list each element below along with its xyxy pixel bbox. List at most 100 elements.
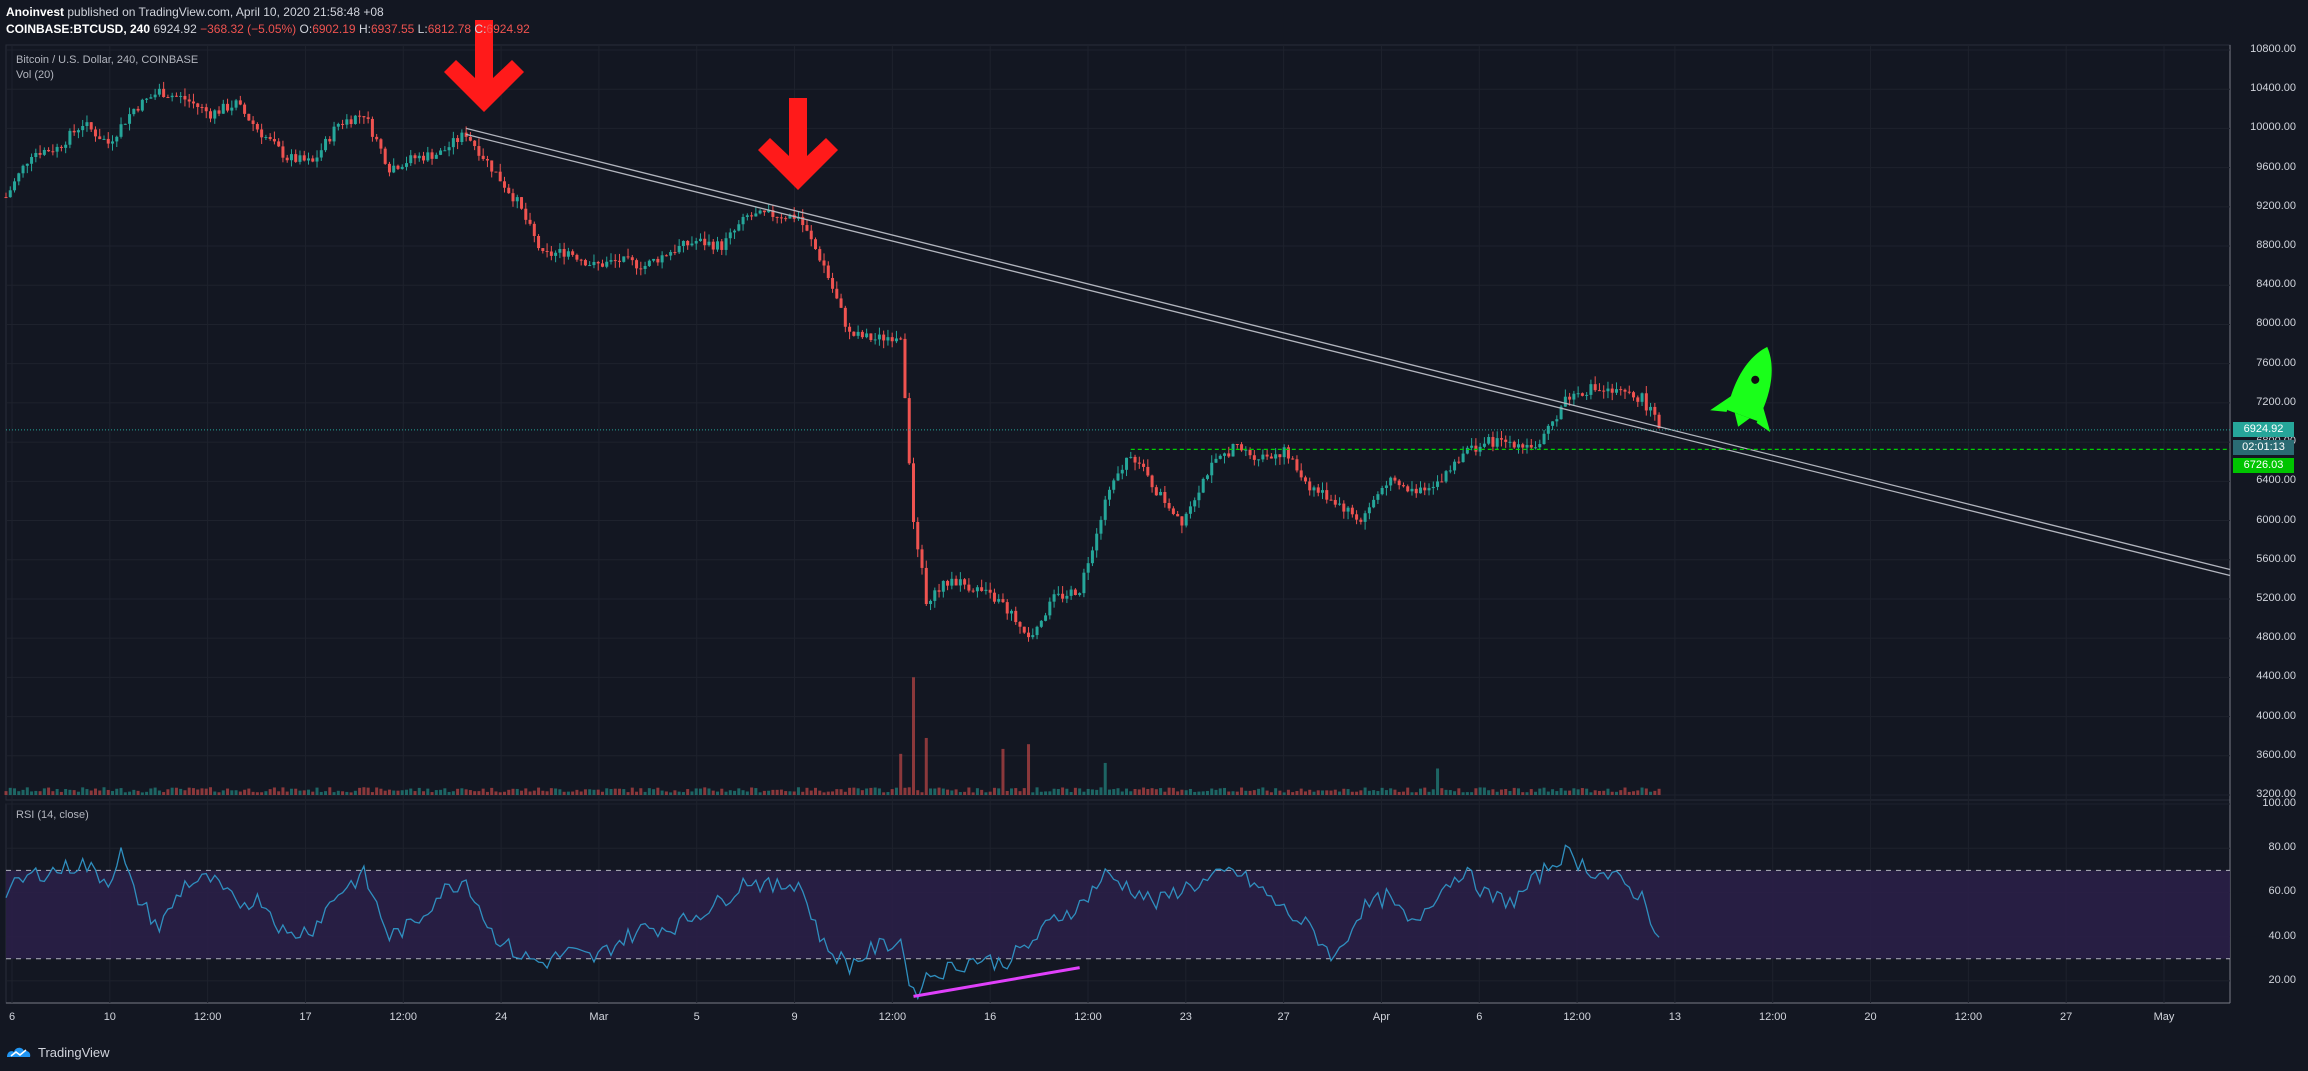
volume-bar <box>358 787 362 795</box>
volume-bar <box>903 787 907 795</box>
volume-bar <box>230 790 234 795</box>
volume-bar <box>1176 791 1180 795</box>
candle-body <box>839 298 843 308</box>
volume-bar <box>1444 789 1448 795</box>
volume-bar <box>635 791 639 795</box>
volume-bar <box>562 791 566 795</box>
candle-body <box>281 146 285 158</box>
volume-bar <box>664 791 668 795</box>
volume-bar <box>1585 788 1589 795</box>
candle-body <box>42 149 46 155</box>
volume-bar <box>767 790 771 795</box>
candle-body <box>102 138 106 140</box>
candle-body <box>477 146 481 156</box>
candle-body <box>1116 473 1120 481</box>
time-tick-label: 12:00 <box>1758 1011 1787 1023</box>
footer-brand[interactable]: TradingView <box>38 1044 110 1060</box>
volume-bar <box>324 791 328 795</box>
volume-bar <box>1193 791 1197 795</box>
change-value: −368.32 (−5.05%) <box>200 22 297 36</box>
volume-bar <box>366 787 370 795</box>
candle-body <box>1048 601 1052 616</box>
candle-body <box>984 589 988 591</box>
candle-body <box>622 256 626 262</box>
candle-body <box>1499 438 1503 440</box>
volume-bar <box>984 792 988 795</box>
volume-bar <box>1142 787 1146 795</box>
candle-body <box>238 100 242 105</box>
volume-bar <box>268 789 272 795</box>
candle-body <box>831 277 835 289</box>
candle-body <box>1184 513 1188 526</box>
candle-body <box>924 567 928 605</box>
author-name[interactable]: Anoinvest <box>6 5 65 19</box>
volume-bar <box>1014 788 1018 795</box>
downtrend-line-2[interactable] <box>465 133 2231 577</box>
volume-bar <box>997 788 1001 795</box>
volume-bar <box>1210 788 1214 795</box>
volume-bar <box>1563 790 1567 795</box>
candle-body <box>596 261 600 264</box>
candle-body <box>451 138 455 148</box>
volume-bar <box>47 787 51 795</box>
candle-body <box>566 251 570 257</box>
footer: TradingView <box>6 1044 110 1060</box>
volume-bar <box>1282 792 1286 795</box>
volume-bar <box>1308 789 1312 795</box>
volume-bar <box>1099 787 1103 795</box>
candle-body <box>25 163 29 166</box>
volume-bar <box>42 788 46 795</box>
volume-bar <box>443 788 447 795</box>
time-tick-label: Mar <box>589 1011 609 1023</box>
candle-body <box>1410 488 1414 492</box>
candle-body <box>1367 507 1371 514</box>
candle-body <box>1610 388 1614 393</box>
volume-bar <box>1338 791 1342 795</box>
volume-bar <box>234 790 238 795</box>
volume-bar <box>345 791 349 795</box>
candle-body <box>669 252 673 256</box>
candle-body <box>473 140 477 147</box>
candle-body <box>507 187 511 194</box>
rsi-divergence-line[interactable] <box>913 966 1080 998</box>
candle-body <box>1406 486 1410 492</box>
volume-bar <box>187 787 191 795</box>
volume-bar <box>370 792 374 795</box>
volume-bar <box>328 787 332 795</box>
candle-body <box>1197 492 1201 501</box>
candle-body <box>1095 533 1099 551</box>
volume-bar <box>520 790 524 795</box>
candle-body <box>558 248 562 253</box>
volume-bar <box>1039 791 1043 795</box>
rsi-line <box>5 844 1660 1001</box>
volume-bar <box>545 791 549 795</box>
time-tick-label: 17 <box>299 1011 312 1023</box>
volume-bar <box>306 789 310 795</box>
high-value: 6937.55 <box>370 22 415 36</box>
tradingview-logo-icon[interactable] <box>6 1044 32 1060</box>
candle-body <box>545 251 549 253</box>
candle-body <box>852 331 856 336</box>
volume-bar <box>404 789 408 795</box>
candle-body <box>422 155 426 161</box>
candle-body <box>324 138 328 151</box>
volume-bar <box>1555 791 1559 795</box>
close-value: 6924.92 <box>486 22 530 36</box>
volume-bar <box>1171 787 1175 795</box>
candle-body <box>328 138 332 142</box>
volume-bar <box>1252 790 1256 795</box>
volume-bar <box>814 787 818 795</box>
volume-bar <box>1487 790 1491 795</box>
downtrend-line[interactable] <box>465 127 2231 571</box>
volume-bar <box>1316 790 1320 795</box>
candle-body <box>1107 489 1111 500</box>
candle-body <box>779 217 783 219</box>
price-tick-label: 8800.00 <box>2256 239 2296 252</box>
candle-body <box>400 166 404 169</box>
candle-body <box>716 241 720 250</box>
volume-bar <box>549 788 553 795</box>
candle-body <box>826 265 830 278</box>
volume-bar <box>1295 790 1299 795</box>
candle-body <box>835 288 839 299</box>
